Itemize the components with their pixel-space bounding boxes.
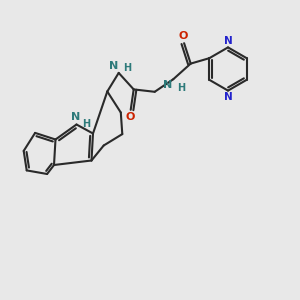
Text: H: H — [178, 83, 186, 93]
Text: H: H — [82, 119, 90, 129]
Text: N: N — [163, 80, 172, 90]
Text: N: N — [110, 61, 119, 71]
Text: N: N — [71, 112, 80, 122]
Text: O: O — [179, 31, 188, 41]
Text: H: H — [123, 63, 131, 73]
Text: N: N — [224, 36, 232, 46]
Text: O: O — [125, 112, 135, 122]
Text: N: N — [224, 92, 232, 102]
